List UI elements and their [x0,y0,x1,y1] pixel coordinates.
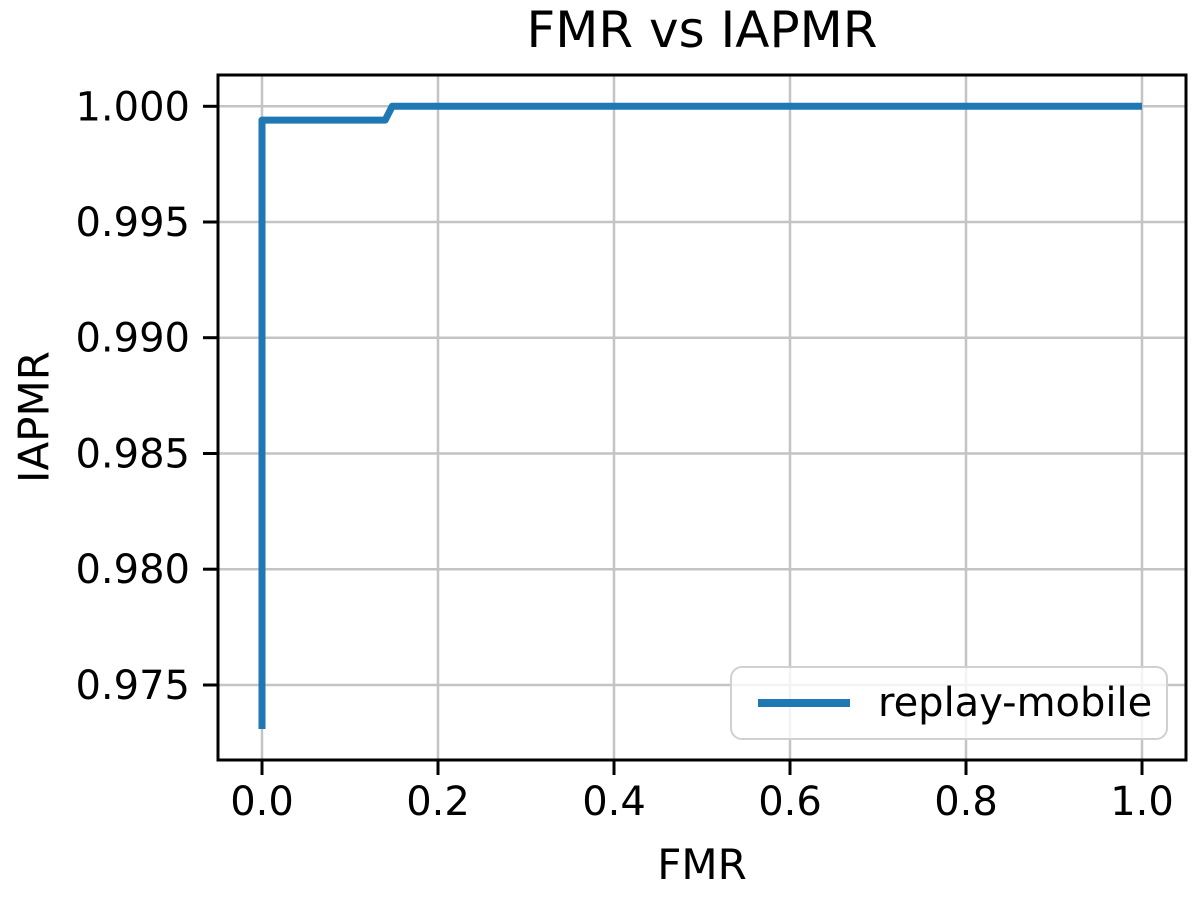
y-tick-label: 0.995 [75,200,190,246]
axes-spines [216,73,1188,762]
x-axis-label: FMR [657,840,747,889]
x-tick-label: 0.0 [230,779,294,825]
y-tick-label: 0.980 [75,547,190,593]
y-tick-label: 0.975 [75,663,190,709]
y-tick-label: 0.985 [75,432,190,478]
legend-series-label: replay-mobile [878,680,1153,726]
y-tick-label: 0.990 [75,316,190,362]
legend-line-sample [758,699,850,707]
x-tick-label: 1.0 [1110,779,1174,825]
y-axis-label: IAPMR [9,351,59,483]
legend: replay-mobile [730,666,1168,740]
x-tick-label: 0.8 [934,779,998,825]
x-tick-label: 0.4 [582,779,646,825]
series-line [258,102,1142,729]
chart-title: FMR vs IAPMR [526,1,878,59]
x-tick-label: 0.2 [406,779,470,825]
x-tick-label: 0.6 [758,779,822,825]
y-tick-label: 1.000 [75,84,190,130]
